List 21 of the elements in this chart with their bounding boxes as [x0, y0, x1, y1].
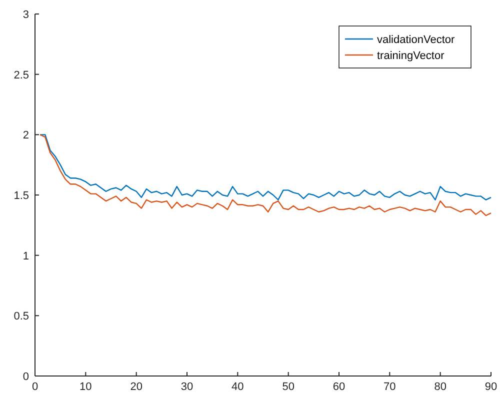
x-tick-label: 0 [32, 381, 38, 393]
x-tick-label: 20 [130, 381, 142, 393]
y-tick-label: 0.5 [14, 310, 29, 323]
line-series [39, 134, 492, 216]
line-series [39, 134, 492, 200]
x-tick-label: 10 [80, 381, 92, 393]
y-tick-label: 2.5 [14, 69, 29, 82]
x-tick-label: 90 [484, 381, 498, 393]
x-tick-label: 30 [180, 381, 194, 393]
x-tick-label: 50 [282, 381, 294, 393]
x-tick-label: 40 [232, 381, 244, 393]
y-tick-label: 3 [22, 9, 29, 21]
x-tick-label: 60 [332, 381, 346, 393]
y-tick-label: 0 [22, 371, 29, 383]
legend-label: validationVector [377, 34, 455, 46]
x-tick-label: 80 [434, 381, 446, 393]
x-tick-label: 70 [384, 381, 396, 393]
legend-label: trainingVector [377, 50, 445, 62]
y-tick-label: 2 [22, 130, 29, 142]
y-tick-label: 1.5 [14, 190, 29, 202]
y-tick-label: 1 [22, 250, 29, 262]
